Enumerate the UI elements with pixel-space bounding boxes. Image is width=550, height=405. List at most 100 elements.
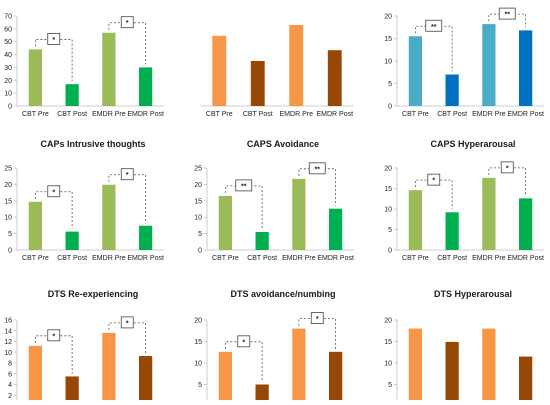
bar: [102, 32, 116, 106]
category-label: EMDR Pre: [280, 111, 314, 118]
y-tick-label: 20: [4, 78, 12, 85]
y-tick-label: 50: [4, 39, 12, 46]
significance-label: *: [126, 320, 129, 327]
bar: [408, 328, 422, 405]
y-tick-label: 5: [198, 382, 202, 389]
y-tick-label: 25: [194, 166, 202, 173]
category-label: CBT Post: [437, 111, 467, 118]
y-tick-label: 5: [8, 231, 12, 238]
significance-label: *: [316, 316, 319, 323]
bar: [255, 231, 269, 250]
bar: [445, 74, 459, 106]
y-tick-label: 5: [388, 382, 392, 389]
significance-box: [500, 161, 514, 174]
significance-box: [308, 162, 326, 175]
significance-box: [47, 33, 61, 45]
chart-title: DTS Re-experiencing: [48, 289, 139, 299]
category-label: CBT Pre: [402, 111, 429, 118]
y-tick-label: 5: [388, 81, 392, 88]
y-tick-label: 70: [4, 14, 12, 21]
category-label: CBT Pre: [22, 255, 49, 262]
bar: [292, 328, 306, 405]
y-tick-label: 40: [4, 52, 12, 59]
significance-label: *: [52, 37, 55, 44]
category-label: CBT Post: [247, 255, 277, 262]
category-label: CBT Pre: [22, 111, 49, 118]
bar: [65, 231, 79, 250]
bar: [139, 356, 153, 405]
bar: [65, 84, 79, 106]
category-label: EMDR Pre: [472, 255, 506, 262]
y-tick-label: 20: [194, 182, 202, 189]
chart-panel-6: CAPS Hyperarousal 0 5 10 15 20 CBT Pre CBT Post…: [384, 139, 544, 262]
significance-box: [237, 335, 251, 348]
chart-title: DTS avoidance/numbing: [230, 289, 335, 299]
chart-panel-4: CAPs Intrusive thoughts 0 5 10 15 20 25 CBT Pre…: [4, 139, 164, 262]
significance-box: [120, 316, 134, 329]
y-tick-label: 0: [8, 104, 12, 111]
y-tick-label: 2: [8, 393, 12, 400]
category-label: CBT Pre: [402, 255, 429, 262]
category-label: EMDR Post: [127, 255, 164, 262]
bar: [28, 345, 42, 405]
y-tick-label: 5: [198, 231, 202, 238]
bar: [102, 184, 116, 250]
significance-box: [235, 179, 253, 192]
category-label: EMDR Post: [316, 111, 353, 118]
significance-label: *: [126, 172, 129, 179]
bar: [519, 30, 533, 106]
bar: [28, 49, 42, 106]
bar: [519, 356, 533, 405]
significance-label: *: [126, 20, 129, 27]
chart-panel-7: DTS Re-experiencing246810121416CBT PreCB…: [4, 289, 153, 405]
bar: [289, 25, 304, 106]
category-label: CBT Post: [57, 111, 87, 118]
y-tick-label: 0: [198, 248, 202, 255]
bar: [482, 177, 496, 250]
y-tick-label: 10: [4, 350, 12, 357]
category-label: CBT Pre: [206, 111, 233, 118]
y-tick-label: 15: [194, 339, 202, 346]
bar: [139, 67, 153, 106]
y-tick-label: 10: [384, 59, 392, 66]
chart-panel-2: CBT Pre CBT Post EMDR Pre EMDR Post: [200, 25, 354, 118]
category-label: CBT Post: [437, 255, 467, 262]
significance-box: [120, 16, 134, 29]
chart-panel-3: 0 5 10 15 20 CBT Pre CBT Post EMDR Pre EMDR Post…: [384, 7, 544, 118]
significance-box: [310, 312, 324, 325]
y-tick-label: 15: [194, 198, 202, 205]
significance-box: [120, 168, 134, 181]
y-tick-label: 30: [4, 65, 12, 72]
y-tick-label: 14: [4, 328, 12, 335]
y-tick-label: 4: [8, 382, 12, 389]
bar: [212, 35, 227, 106]
category-label: CBT Post: [243, 111, 273, 118]
y-tick-label: 60: [4, 26, 12, 33]
y-tick-label: 15: [384, 186, 392, 193]
y-tick-label: 20: [194, 318, 202, 325]
significance-label: **: [505, 12, 511, 19]
y-tick-label: 20: [384, 14, 392, 21]
category-label: EMDR Post: [127, 111, 164, 118]
significance-box: [427, 173, 441, 186]
category-label: EMDR Post: [317, 255, 354, 262]
chart-title: CAPs Intrusive thoughts: [40, 139, 145, 149]
significance-label: *: [432, 178, 435, 185]
significance-label: **: [315, 166, 321, 173]
y-tick-label: 15: [4, 198, 12, 205]
bar: [482, 328, 496, 405]
y-tick-label: 25: [4, 166, 12, 173]
y-tick-label: 10: [4, 91, 12, 98]
bar: [255, 384, 269, 405]
y-tick-label: 10: [4, 215, 12, 222]
y-tick-label: 10: [194, 215, 202, 222]
category-label: EMDR Post: [507, 255, 544, 262]
significance-box: [47, 329, 61, 342]
significance-label: *: [52, 333, 55, 340]
bar: [408, 190, 422, 250]
category-label: EMDR Pre: [282, 255, 316, 262]
